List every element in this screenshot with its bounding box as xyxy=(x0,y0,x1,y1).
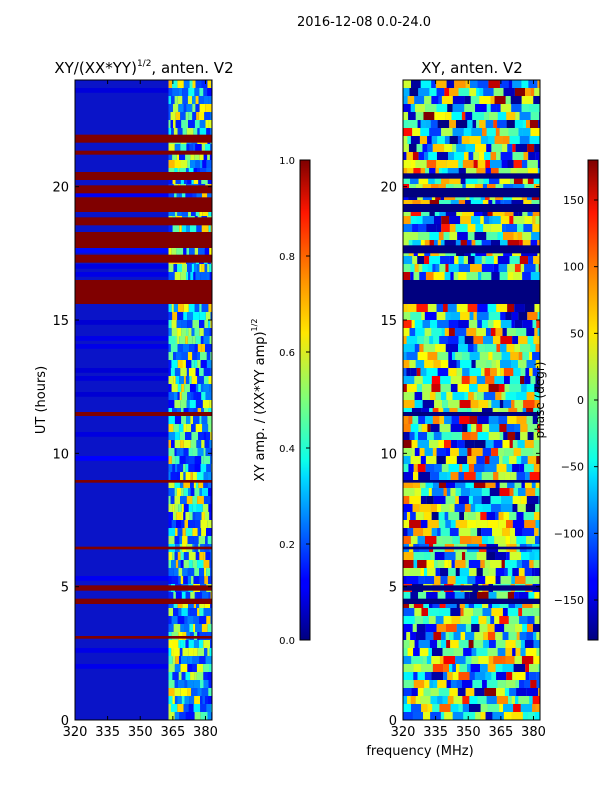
right-ytick-label: 0 xyxy=(389,714,397,729)
figure-xlabel: frequency (MHz) xyxy=(366,744,473,759)
right-xtick-label: 350 xyxy=(456,725,481,740)
right-flagged-row xyxy=(403,412,540,416)
left-title-suffix: , anten. V2 xyxy=(151,59,233,77)
right-flagged-row xyxy=(403,173,540,179)
left-flagged-row xyxy=(75,185,212,194)
left-ytick-label: 10 xyxy=(52,447,69,462)
right-xtick-label: 335 xyxy=(423,725,448,740)
right-ytick-label: 15 xyxy=(380,314,397,329)
left-xtick-label: 380 xyxy=(193,725,218,740)
left-colorbar-tick-label: 0.8 xyxy=(279,252,295,263)
right-flagged-row xyxy=(403,480,540,483)
left-colorbar-tick-label: 0.0 xyxy=(279,636,295,647)
left-cbar-label-sup: 1/2 xyxy=(250,319,259,332)
right-colorbar-tick-label: 0 xyxy=(577,394,584,407)
right-colorbar-tick-label: 150 xyxy=(563,194,584,207)
left-cbar-label-main: XY amp. / (XX*YY amp) xyxy=(253,331,268,481)
right-xtick-label: 365 xyxy=(488,725,513,740)
right-colorbar-label: phase (degr) xyxy=(533,362,547,439)
left-flagged-row xyxy=(75,480,212,483)
right-xtick-label: 380 xyxy=(521,725,546,740)
left-xtick-label: 320 xyxy=(63,725,88,740)
right-ytick-label: 10 xyxy=(380,447,397,462)
left-flagged-row xyxy=(75,280,212,304)
left-colorbar xyxy=(299,159,311,641)
left-colorbar-label: XY amp. / (XX*YY amp)1/2 xyxy=(250,319,268,482)
left-xtick-label: 350 xyxy=(128,725,153,740)
right-panel-title: XY, anten. V2 xyxy=(421,59,523,77)
left-colorbar-tick-label: 0.2 xyxy=(279,540,295,551)
right-ytick-label: 5 xyxy=(389,581,397,596)
left-axes: 320 335 350 365 380 0 5 10 15 20 xyxy=(52,80,218,740)
left-ytick-label: 15 xyxy=(52,314,69,329)
right-heatmap xyxy=(403,80,540,720)
left-xtick-label: 335 xyxy=(95,725,120,740)
left-flagged-row xyxy=(75,217,212,226)
right-flagged-row xyxy=(403,280,540,304)
right-colorbar-tick-label: 100 xyxy=(563,261,584,274)
left-heatmap xyxy=(75,80,212,720)
left-flagged-row xyxy=(75,585,212,591)
left-axes-frame xyxy=(74,79,213,721)
left-flagged-row xyxy=(75,636,212,639)
right-flagged-row xyxy=(403,188,540,198)
left-flagged-row xyxy=(75,254,212,263)
left-colorbar-ticks: 0.0 0.2 0.4 0.6 0.8 1.0 xyxy=(279,156,310,647)
left-colorbar-tick-label: 0.4 xyxy=(279,444,295,455)
left-xtick-label: 365 xyxy=(160,725,185,740)
right-colorbar-tick-label: −50 xyxy=(561,461,584,474)
left-colorbar-tick-label: 1.0 xyxy=(279,156,295,167)
right-flagged-row xyxy=(403,546,540,550)
left-colorbar-tick-label: 0.6 xyxy=(279,348,295,359)
right-flagged-row xyxy=(403,204,540,212)
left-flagged-row xyxy=(75,197,212,212)
left-title-sup: 1/2 xyxy=(137,59,151,69)
right-ytick-label: 20 xyxy=(380,181,397,196)
right-axes: 320 335 350 365 380 0 5 10 15 20 xyxy=(380,80,546,740)
left-panel-title: XY/(XX*YY)1/2, anten. V2 xyxy=(54,59,233,77)
left-ylabel: UT (hours) xyxy=(34,366,49,434)
right-colorbar-tick-label: −100 xyxy=(554,527,584,540)
right-colorbar-ticks: 150 100 50 0 −50 −100 −150 xyxy=(554,194,598,607)
right-xtick-label: 320 xyxy=(391,725,416,740)
left-title-main: XY/(XX*YY) xyxy=(54,59,137,77)
left-flagged-row xyxy=(75,598,212,604)
right-flagged-row xyxy=(403,598,540,604)
right-colorbar-tick-label: −150 xyxy=(554,594,584,607)
figure-suptitle: 2016-12-08 0.0-24.0 xyxy=(297,15,431,30)
left-ytick-label: 0 xyxy=(61,714,69,729)
left-flagged-row xyxy=(75,412,212,416)
left-ytick-label: 5 xyxy=(61,581,69,596)
right-flagged-row xyxy=(403,245,540,254)
left-flagged-row xyxy=(75,232,212,248)
right-axes-frame xyxy=(402,79,541,721)
right-flagged-row xyxy=(403,585,540,591)
right-colorbar-tick-label: 50 xyxy=(570,327,584,340)
left-flagged-row xyxy=(75,134,212,143)
left-flagged-row xyxy=(75,546,212,550)
left-flagged-row xyxy=(75,150,212,155)
left-flagged-row xyxy=(75,172,212,180)
left-ytick-label: 20 xyxy=(52,181,69,196)
